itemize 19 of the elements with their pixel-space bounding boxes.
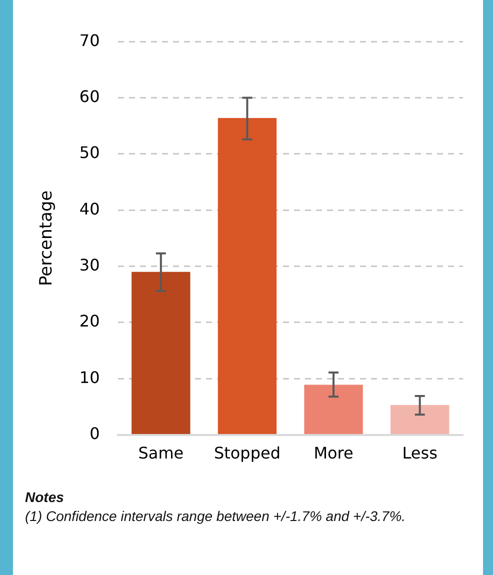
y-tick-label: 40 <box>79 199 100 218</box>
x-tick-label: More <box>314 444 354 463</box>
y-axis-title: Percentage <box>36 190 57 286</box>
bar <box>132 272 190 434</box>
y-tick-label: 0 <box>90 424 100 443</box>
text: Notes <box>25 488 65 507</box>
bar <box>304 384 363 434</box>
x-tick-label: Less <box>402 444 438 463</box>
y-tick-label: 50 <box>79 143 100 162</box>
x-tick-label: Same <box>138 444 184 463</box>
y-tick-label: 60 <box>79 86 100 106</box>
x-tick-label: Stopped <box>214 444 280 463</box>
bar <box>390 405 450 434</box>
y-tick-label: 30 <box>79 255 100 274</box>
text: (1) Confidence intervals range between +/-1.7% and +/-3.7%. <box>25 507 407 526</box>
y-tick-label: 70 <box>79 30 100 50</box>
bar <box>218 118 277 434</box>
y-tick-label: 20 <box>79 312 100 331</box>
y-tick-label: 10 <box>79 368 100 387</box>
